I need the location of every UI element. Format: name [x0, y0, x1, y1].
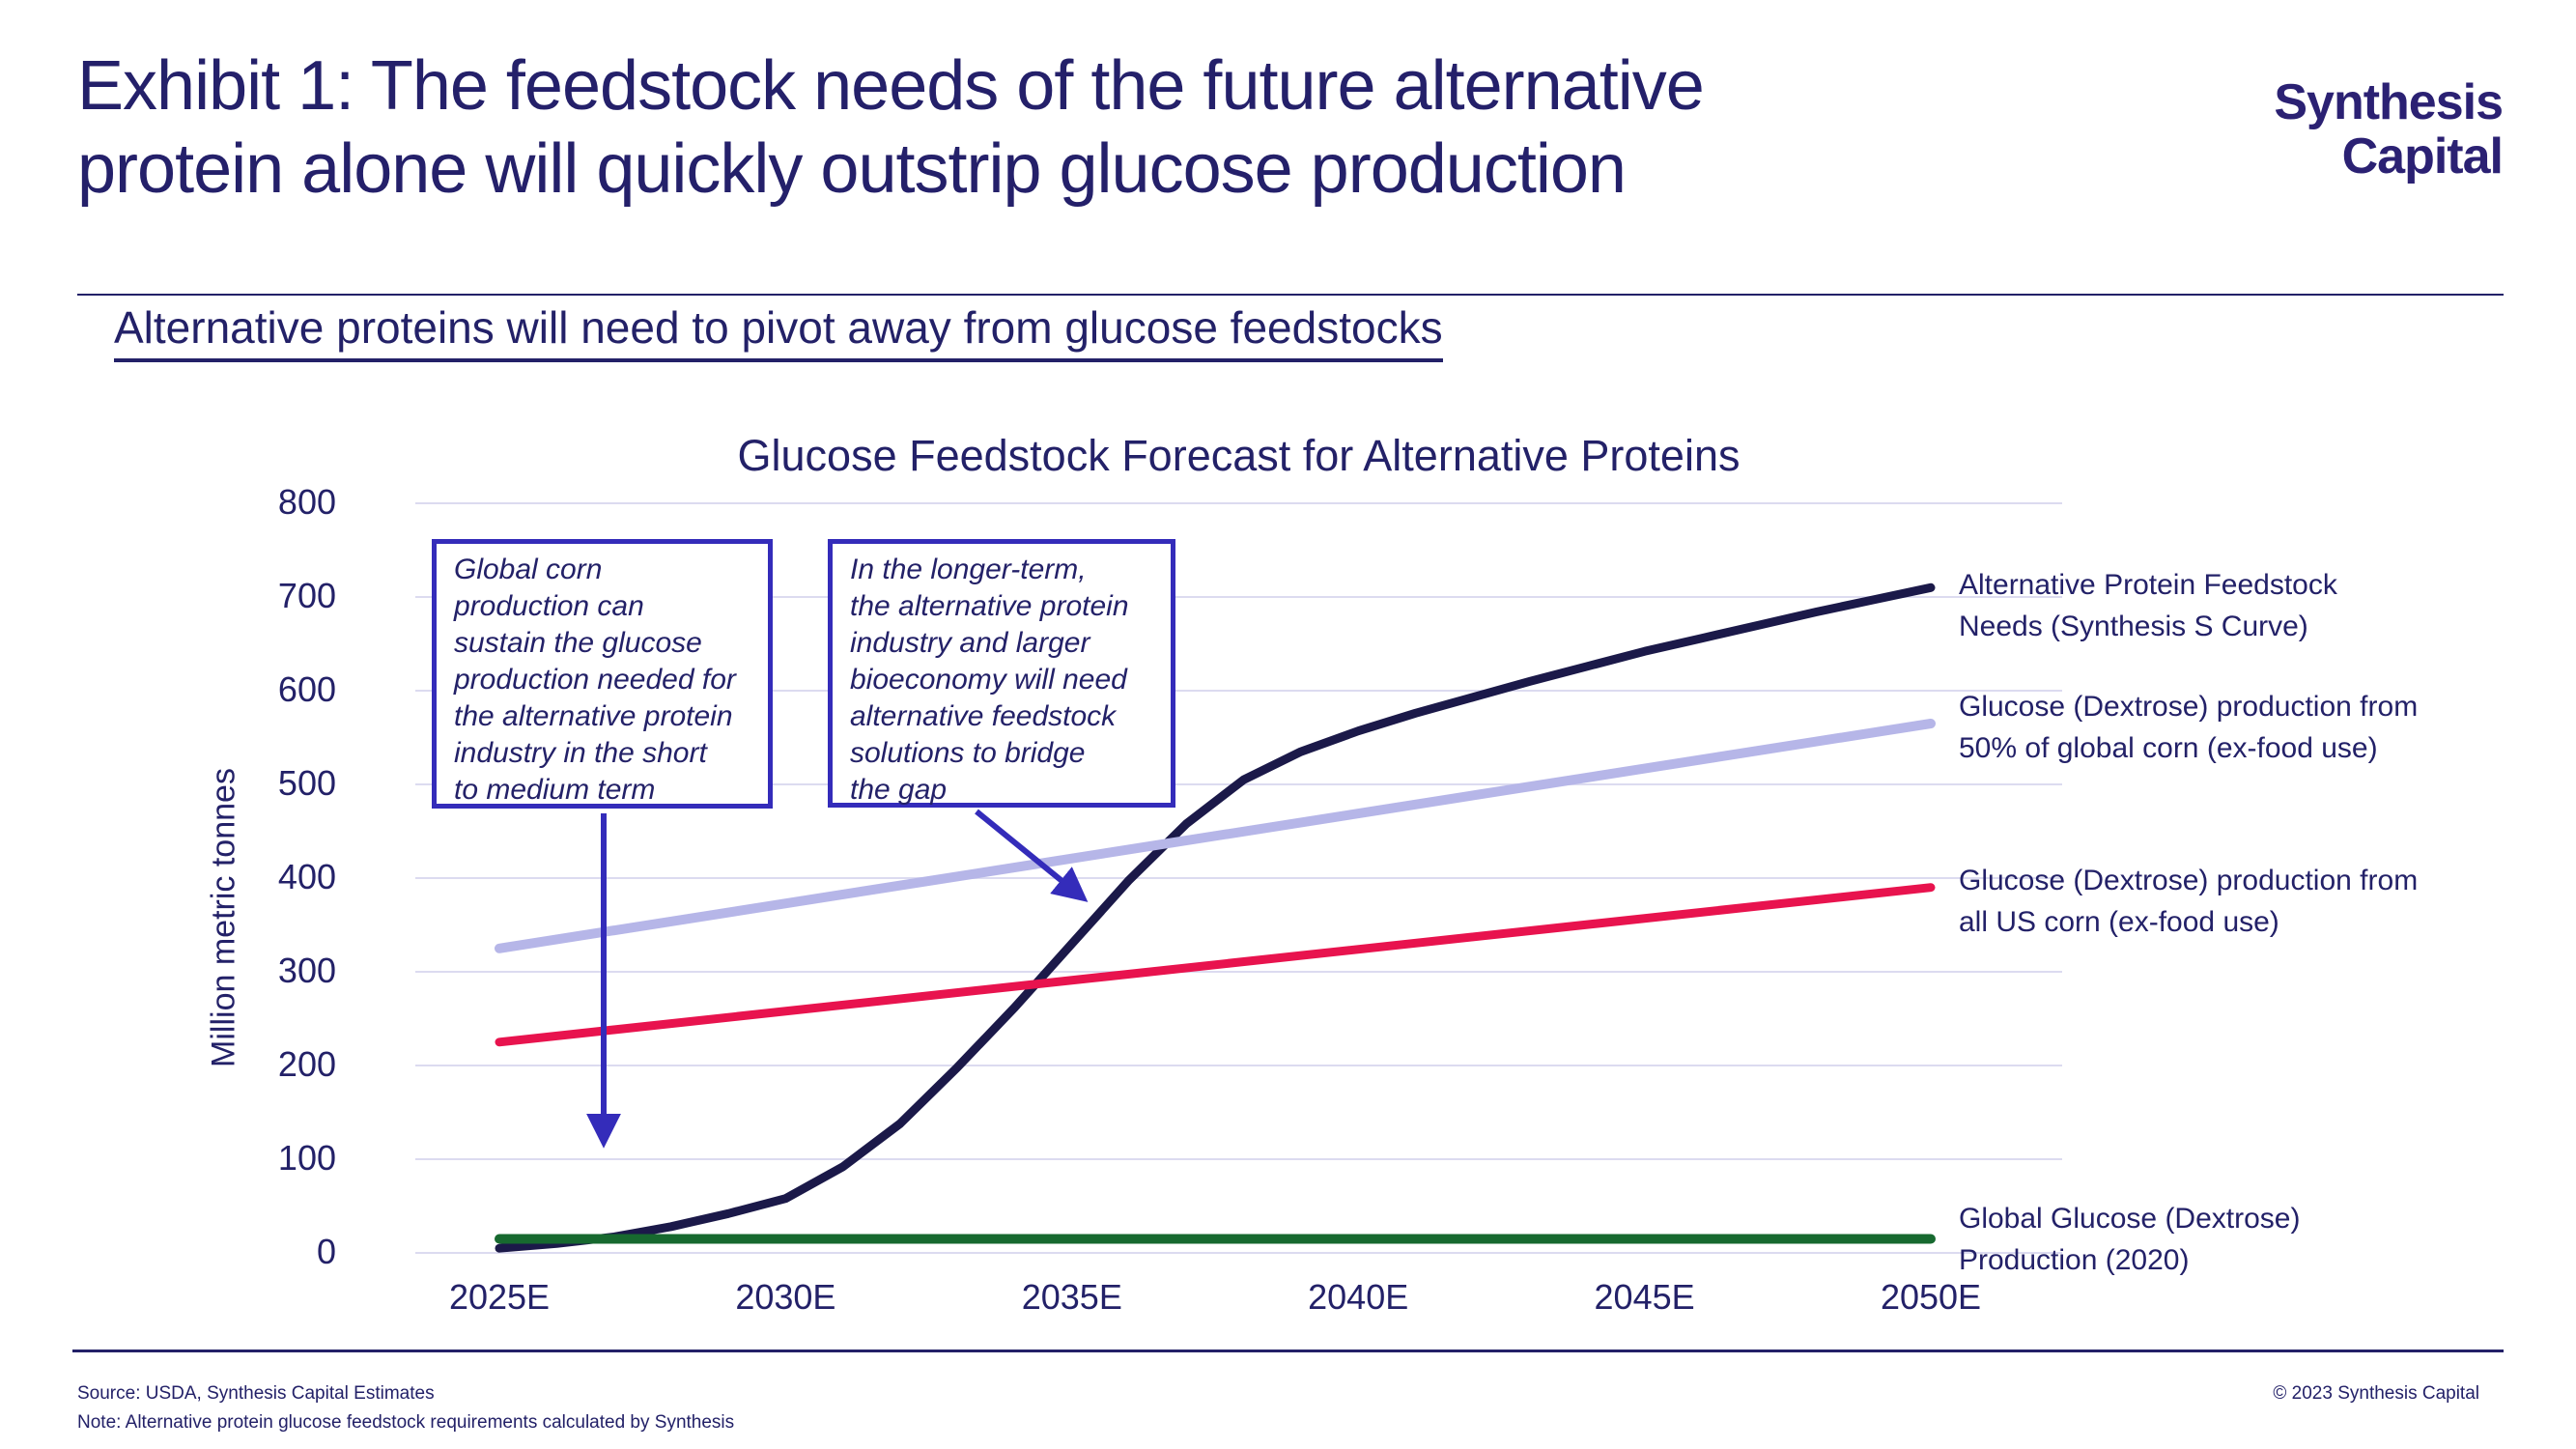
gridline-700 [415, 596, 2062, 598]
page-title-line2: protein alone will quickly outstrip gluc… [77, 130, 1627, 208]
annotation-line: industry in the short [454, 737, 707, 769]
annotation-box-short-term: Global corn production can sustain the glu… [432, 539, 773, 809]
annotation-line: production needed for [454, 664, 736, 696]
footer-note: Note: Alternative protein glucose feedst… [77, 1412, 735, 1433]
series-line-0 [495, 582, 1936, 1253]
logo-line2: Capital [2341, 128, 2504, 185]
annotation-line: the gap [850, 774, 948, 806]
gridline-800 [415, 502, 2062, 504]
y-tick-label-700: 700 [277, 576, 336, 615]
gridline-100 [415, 1158, 2062, 1160]
legend-entry-line: Glucose (Dextrose) production from [1959, 691, 2419, 723]
annotation-line: the alternative protein [454, 700, 733, 732]
series-lines [495, 582, 1936, 1253]
annotation-box-longer-term: In the longer-term, the alternative prote… [828, 539, 1175, 808]
legend-entry-line: all US corn (ex-food use) [1959, 906, 2279, 938]
y-tick-label-0: 0 [316, 1232, 336, 1271]
gridline-300 [415, 971, 2062, 973]
logo-line1: Synthesis [2274, 74, 2504, 130]
annotation-line: bioeconomy will need [850, 664, 1127, 696]
chart-title: Glucose Feedstock Forecast for Alternati… [737, 431, 1741, 480]
subtitle: Alternative proteins will need to pivot … [114, 301, 1443, 362]
legend-entry-line: 50% of global corn (ex-food use) [1959, 732, 2378, 764]
y-tick-label-800: 800 [277, 482, 336, 522]
gridline-400 [415, 877, 2062, 879]
legend-entry-0: Alternative Protein Feedstock Needs (Synt… [1959, 564, 2500, 647]
y-tick-label-300: 300 [277, 951, 336, 990]
legend-entry-line: Production (2020) [1959, 1244, 2190, 1276]
annotation-line: production can [454, 590, 644, 622]
annotation-line: alternative feedstock [850, 700, 1117, 732]
y-tick-label-100: 100 [277, 1138, 336, 1178]
footer-source: Source: USDA, Synthesis Capital Estimate… [77, 1383, 435, 1404]
x-tick-label-2025E: 2025E [448, 1277, 551, 1317]
gridline-0 [415, 1252, 2062, 1254]
x-tick-label-2045E: 2045E [1594, 1277, 1695, 1317]
y-tick-label-400: 400 [277, 857, 336, 896]
annotation-arrow-diagonal-icon [975, 809, 1089, 902]
x-tick-label-2050E: 2050E [1880, 1277, 1982, 1317]
annotation-line: In the longer-term, [850, 554, 1087, 585]
series-line-2 [495, 883, 1936, 1047]
series-line-1 [495, 719, 1936, 953]
annotation-line: Global corn [454, 554, 603, 585]
y-tick-label-500: 500 [277, 763, 336, 803]
gridline-200 [415, 1065, 2062, 1066]
page-title: Exhibit 1: The feedstock needs of the fu… [77, 44, 1705, 211]
annotation-line: solutions to bridge [850, 737, 1086, 769]
gridline-600 [415, 690, 2062, 692]
legend-entry-line: Needs (Synthesis S Curve) [1959, 611, 2308, 642]
footer-copyright: © 2023 Synthesis Capital [2273, 1383, 2479, 1404]
legend-entry-line: Glucose (Dextrose) production from [1959, 865, 2419, 896]
legend-entry-1: Glucose (Dextrose) production from 50% of… [1959, 686, 2500, 769]
legend-entry-line: Alternative Protein Feedstock [1959, 569, 2337, 601]
legend-entry-2: Glucose (Dextrose) production from all US… [1959, 860, 2500, 943]
y-tick-label-600: 600 [277, 669, 336, 709]
x-tick-label-2035E: 2035E [1021, 1277, 1122, 1317]
footer-divider [72, 1350, 2504, 1352]
page-title-line1: Exhibit 1: The feedstock needs of the fu… [77, 47, 1705, 125]
annotation-line: the alternative protein [850, 590, 1129, 622]
annotation-line: to medium term [454, 774, 656, 806]
legend-entry-line: Global Glucose (Dextrose) [1959, 1203, 2301, 1235]
annotation-line: industry and larger [850, 627, 1090, 659]
x-tick-label-2030E: 2030E [735, 1277, 836, 1317]
header-divider [77, 294, 2504, 296]
annotation-line: sustain the glucose [454, 627, 702, 659]
x-tick-label-2040E: 2040E [1308, 1277, 1409, 1317]
y-tick-label-200: 200 [277, 1044, 336, 1084]
synthesis-capital-logo: Synthesis Capital [2274, 74, 2504, 185]
subtitle-wrap: Alternative proteins will need to pivot … [114, 301, 1443, 362]
legend-entry-3: Global Glucose (Dextrose) Production (202… [1959, 1198, 2500, 1281]
